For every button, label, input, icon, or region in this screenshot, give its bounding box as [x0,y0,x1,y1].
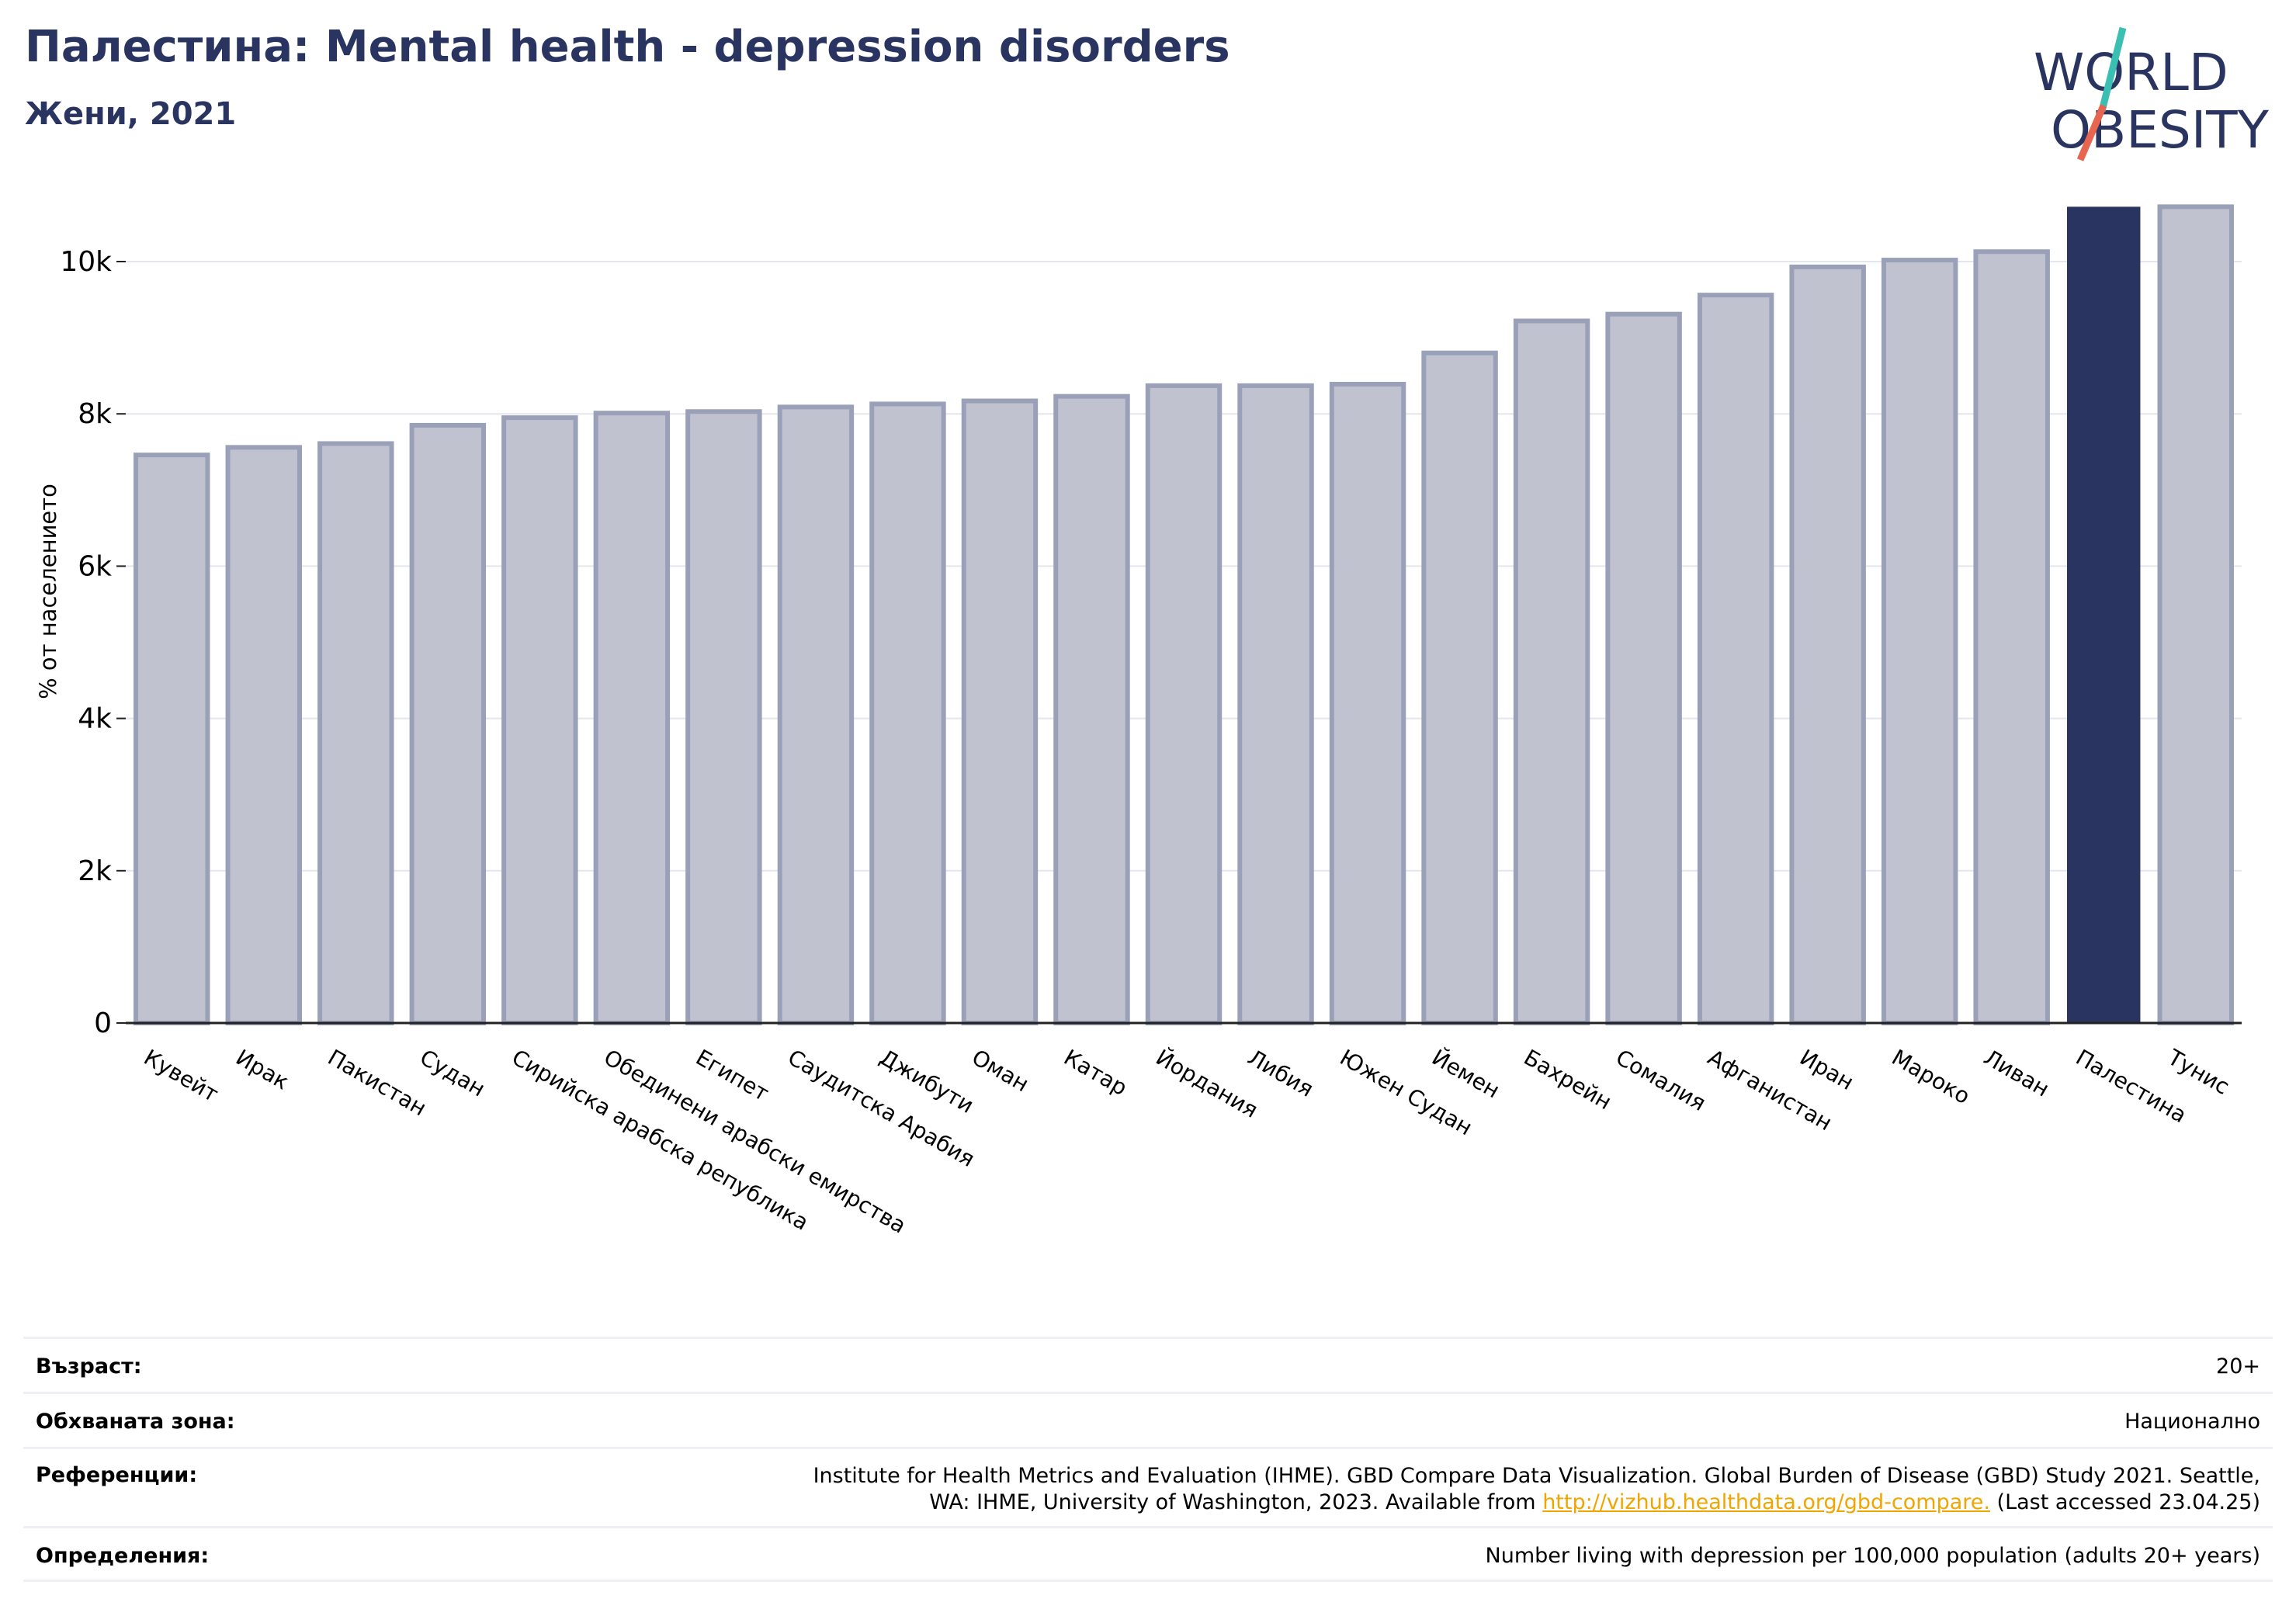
bar-21 [1973,249,2050,1025]
bar-18 [1697,293,1774,1025]
y-tick-label: 6k [78,550,112,582]
x-tick-label: Тунис [2162,1044,2233,1100]
y-axis-label: % от населението [35,484,61,699]
coverage-label: Обхваната зона: [36,1410,235,1434]
bar-3 [317,441,394,1025]
references-text-pre: WA: IHME, University of Washington, 2023… [929,1490,1543,1514]
bar-19 [1789,264,1866,1025]
y-tick-label: 2k [78,855,112,887]
x-tick-label: Иран [1795,1044,1858,1095]
logo-slash-bottom [2076,104,2107,161]
page-title: Палестина: Mental health - depression di… [25,22,1230,72]
logo-text-world: WORLD [2034,43,2228,102]
x-tick-label: Мароко [1888,1044,1975,1109]
world-obesity-logo: WORLD OBESITY [2034,26,2270,161]
age-label: Възраст: [36,1354,142,1379]
bar-8 [777,404,855,1025]
bar-5 [501,415,578,1025]
info-row-age: Възраст: 20+ [23,1337,2273,1392]
info-row-coverage: Обхваната зона: Национално [23,1392,2273,1447]
references-line-1: Institute for Health Metrics and Evaluat… [813,1464,2260,1488]
bar-14 [1329,381,1406,1026]
bar-15 [1421,350,1498,1026]
x-tick-label: Либия [1243,1044,1318,1101]
bar-13 [1237,383,1314,1025]
x-tick-label: Оман [967,1044,1033,1097]
bars [134,204,2234,1026]
bar-4 [409,422,487,1025]
bar-16 [1513,318,1590,1025]
coverage-value: Национално [2124,1410,2260,1434]
logo-slash-top [2098,26,2127,113]
bar-17 [1605,311,1682,1025]
bar-12 [1145,383,1223,1025]
references-line-2: WA: IHME, University of Washington, 2023… [36,1489,2260,1516]
x-tick-label: Йордания [1152,1044,1263,1123]
x-tick-label: Йемен [1427,1044,1504,1104]
y-tick-label: 4k [78,703,112,735]
x-tick-label: Сомалия [1611,1044,1710,1116]
bar-22 [2066,206,2141,1024]
x-tick-label: Пакистан [324,1044,431,1121]
definitions-label: Определения: [36,1544,210,1568]
bar-10 [961,398,1039,1025]
x-tick-label: Бахрейн [1520,1044,1616,1115]
x-tick-label: Ливан [1979,1044,2053,1101]
y-tick-label: 10k [60,246,112,278]
y-tick-label: 8k [78,398,112,430]
references-text-post: (Last accessed 23.04.25) [1989,1490,2260,1514]
bar-1 [134,453,210,1025]
y-axis-ticks: 0 2k 4k 6k 8k 10k [60,246,126,1039]
x-tick-label: Кувейт [140,1044,223,1107]
x-tick-label: Ирак [231,1044,293,1094]
metadata-table: Възраст: 20+ Обхваната зона: Национално … [23,1337,2273,1582]
references-label: Референции: [36,1463,198,1487]
info-row-definitions: Определения: Number living with depressi… [23,1526,2273,1582]
bar-23 [2157,204,2234,1025]
bar-6 [593,411,671,1025]
page-subtitle: Жени, 2021 [25,96,237,132]
x-tick-label: Катар [1060,1044,1132,1101]
references-value: Institute for Health Metrics and Evaluat… [36,1449,2260,1516]
references-link[interactable]: http://vizhub.healthdata.org/gbd-compare… [1542,1490,1990,1514]
info-row-references: Референции: Institute for Health Metrics… [23,1447,2273,1526]
x-tick-label: Судан [415,1044,489,1101]
bar-9 [869,401,946,1025]
bar-11 [1053,394,1130,1025]
y-tick-label: 0 [94,1007,112,1039]
bar-20 [1881,258,1958,1025]
age-value: 20+ [2216,1354,2260,1379]
bar-7 [685,409,762,1025]
bar-2 [225,445,303,1025]
definitions-value: Number living with depression per 100,00… [1485,1544,2260,1568]
